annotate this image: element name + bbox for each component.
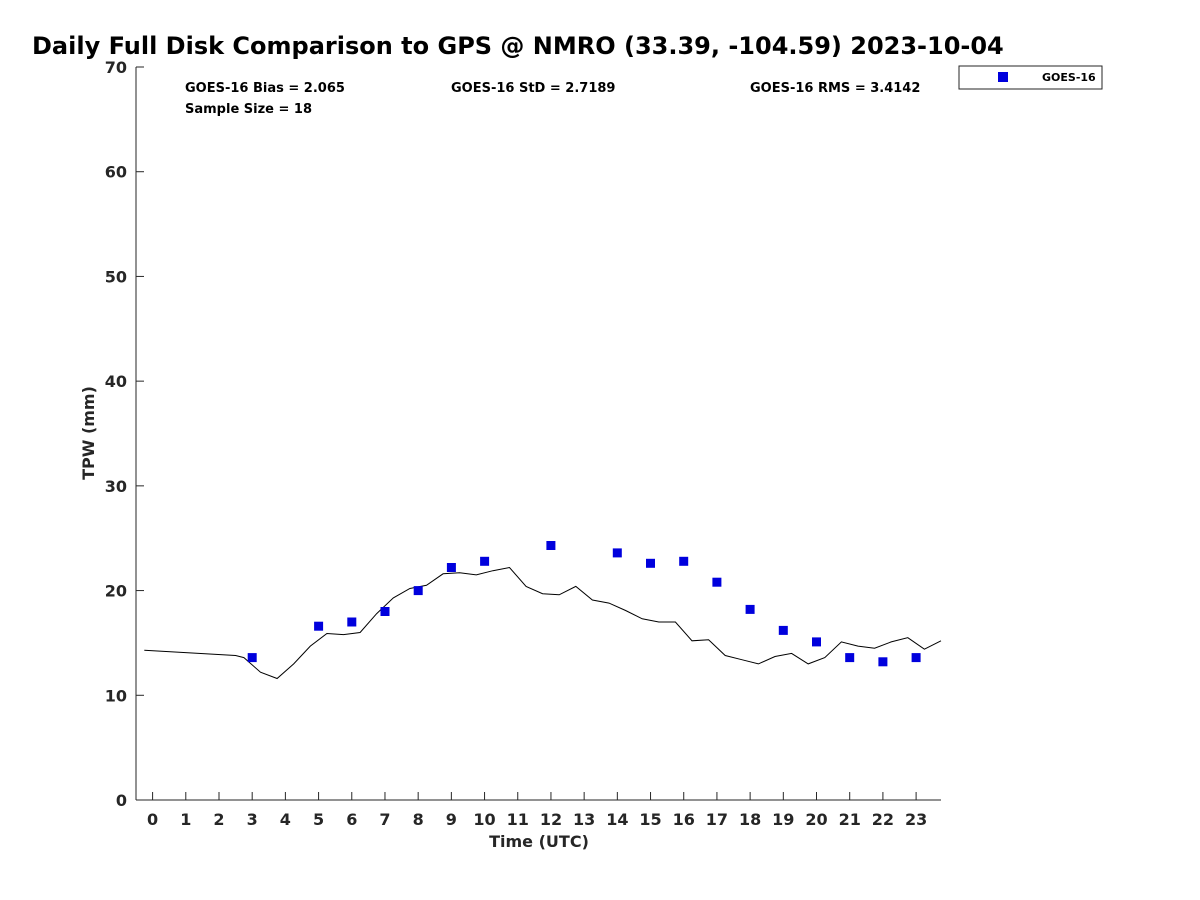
- legend-marker: [998, 72, 1008, 82]
- y-tick-label: 40: [105, 372, 127, 391]
- x-tick-label: 17: [706, 810, 728, 829]
- sample-size-stat: Sample Size = 18: [185, 102, 312, 117]
- x-tick-label: 12: [540, 810, 562, 829]
- x-tick-label: 13: [573, 810, 595, 829]
- data-point: [612, 548, 622, 558]
- data-point: [911, 653, 921, 663]
- data-point: [646, 558, 655, 568]
- gps-series-line: [144, 566, 942, 680]
- data-point: [480, 556, 490, 566]
- data-point: [679, 556, 689, 566]
- x-tick-label: 11: [507, 810, 529, 829]
- x-tick-label: 0: [147, 810, 158, 829]
- chart-title: Daily Full Disk Comparison to GPS @ NMRO…: [32, 32, 1004, 60]
- y-tick-label: 50: [105, 267, 127, 286]
- y-tick-label: 30: [105, 477, 127, 496]
- data-point: [778, 625, 788, 635]
- x-tick-label: 18: [739, 810, 761, 829]
- data-point: [546, 541, 556, 550]
- y-tick-label: 60: [105, 163, 127, 182]
- x-ticks: 0 1 2 3 4 5 6 7 8 9 10 11 12 13 14 15 16 17 18 19 20 21 22 23: [147, 792, 927, 829]
- y-ticks: 0 10 20 30 40 50 60 70: [105, 58, 144, 810]
- y-tick-label: 10: [105, 686, 127, 705]
- y-tick-label: 20: [105, 582, 127, 601]
- x-tick-label: 3: [247, 810, 258, 829]
- x-tick-label: 16: [673, 810, 695, 829]
- std-stat: GOES-16 StD = 2.7189: [451, 81, 615, 96]
- data-point: [413, 586, 423, 596]
- bias-stat: GOES-16 Bias = 2.065: [185, 81, 345, 96]
- x-tick-label: 1: [180, 810, 191, 829]
- x-tick-label: 2: [213, 810, 224, 829]
- x-tick-label: 23: [905, 810, 927, 829]
- goes16-points: [247, 541, 921, 667]
- data-point: [247, 653, 257, 663]
- x-tick-label: 10: [473, 810, 495, 829]
- y-tick-label: 0: [116, 791, 127, 810]
- data-point: [347, 617, 357, 627]
- x-tick-label: 4: [280, 810, 291, 829]
- y-tick-label: 70: [105, 58, 127, 77]
- data-point: [380, 607, 390, 616]
- x-tick-label: 9: [446, 810, 457, 829]
- x-tick-label: 6: [346, 810, 357, 829]
- legend: GOES-16: [958, 65, 1103, 90]
- x-tick-label: 8: [413, 810, 424, 829]
- x-tick-label: 20: [805, 810, 827, 829]
- data-point: [712, 577, 722, 587]
- x-tick-label: 15: [639, 810, 661, 829]
- data-point: [812, 637, 821, 647]
- x-tick-label: 14: [606, 810, 628, 829]
- x-tick-label: 5: [313, 810, 324, 829]
- rms-stat: GOES-16 RMS = 3.4142: [750, 81, 920, 96]
- x-tick-label: 21: [839, 810, 861, 829]
- x-tick-label: 19: [772, 810, 794, 829]
- legend-label: GOES-16: [1042, 71, 1096, 84]
- x-tick-label: 22: [872, 810, 894, 829]
- legend-box: [958, 65, 1103, 90]
- data-point: [745, 604, 755, 614]
- y-axis-label: TPW (mm): [79, 386, 98, 480]
- data-point: [446, 563, 456, 572]
- data-point: [845, 653, 855, 663]
- data-point: [314, 621, 324, 631]
- x-axis-label: Time (UTC): [489, 832, 589, 851]
- x-tick-label: 7: [379, 810, 390, 829]
- data-point: [878, 657, 888, 667]
